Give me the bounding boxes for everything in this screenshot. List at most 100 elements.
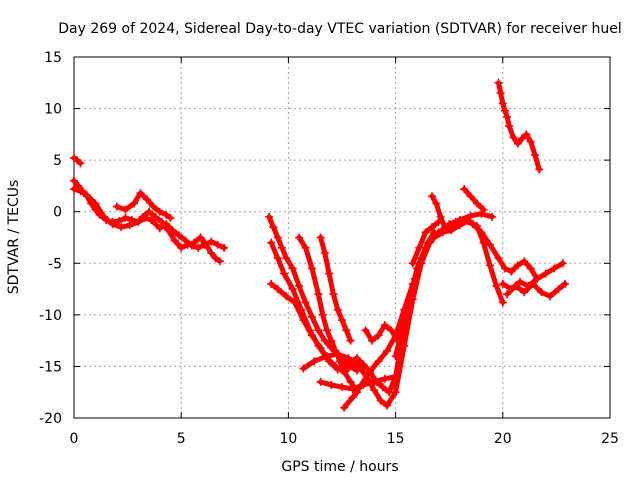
- data-point: [333, 305, 342, 314]
- x-tick-label: 0: [70, 431, 79, 447]
- data-point: [187, 241, 196, 250]
- data-point: [140, 213, 149, 222]
- data-point: [213, 240, 222, 249]
- data-point: [280, 269, 289, 278]
- data-point: [175, 231, 184, 240]
- data-point: [338, 383, 346, 392]
- data-point: [374, 331, 383, 340]
- data-point: [492, 281, 501, 290]
- data-point: [432, 199, 441, 208]
- data-point: [207, 237, 216, 246]
- data-point: [535, 165, 544, 174]
- data-point: [149, 202, 158, 211]
- data-point: [346, 362, 355, 371]
- data-point: [134, 218, 143, 227]
- x-tick-label: 25: [601, 431, 619, 447]
- data-point: [404, 300, 413, 309]
- data-point: [500, 106, 509, 115]
- data-point: [151, 212, 160, 221]
- data-point: [346, 336, 355, 345]
- data-point: [322, 326, 331, 335]
- y-tick-label: 10: [44, 102, 62, 118]
- data-point: [307, 264, 316, 273]
- data-point: [301, 298, 310, 307]
- y-axis-title: SDTVAR / TECUs: [6, 180, 22, 295]
- y-tick-label: -20: [39, 411, 62, 427]
- data-point: [333, 365, 342, 374]
- data-point: [162, 210, 171, 219]
- data-point: [130, 199, 139, 208]
- data-point: [325, 269, 334, 278]
- data-point: [200, 240, 209, 249]
- data-point: [147, 215, 156, 224]
- data-point: [528, 279, 537, 288]
- data-point: [515, 277, 524, 286]
- data-point: [526, 264, 535, 273]
- series-track-h: [295, 233, 362, 397]
- data-point: [338, 316, 346, 325]
- data-point: [374, 357, 383, 366]
- data-point: [307, 331, 316, 340]
- data-point: [522, 130, 531, 139]
- data-point: [273, 233, 282, 242]
- data-point: [316, 343, 325, 352]
- data-point: [288, 285, 297, 294]
- series-track-j: [299, 350, 364, 373]
- data-point: [503, 112, 512, 121]
- data-point: [142, 195, 151, 204]
- data-point: [410, 274, 419, 283]
- data-point: [267, 279, 276, 288]
- data-point: [295, 233, 304, 242]
- data-point: [155, 224, 164, 233]
- x-tick-label: 15: [387, 431, 405, 447]
- data-point: [340, 367, 349, 376]
- data-point: [554, 285, 563, 294]
- data-point: [112, 202, 121, 211]
- data-point: [361, 326, 370, 335]
- data-point: [121, 205, 130, 214]
- data-point: [415, 243, 424, 252]
- y-tick-label: -5: [48, 256, 62, 272]
- data-point: [108, 220, 117, 229]
- data-point: [365, 367, 374, 376]
- series-track-r: [460, 185, 488, 214]
- data-point: [498, 279, 507, 288]
- data-point: [194, 243, 203, 252]
- series-line: [71, 186, 227, 251]
- data-point: [376, 396, 385, 405]
- data-point: [282, 292, 291, 301]
- data-point: [220, 243, 229, 252]
- data-point: [383, 401, 392, 410]
- data-point: [380, 321, 389, 330]
- data-point: [265, 212, 274, 221]
- data-point: [166, 213, 175, 222]
- x-tick-label: 10: [279, 431, 297, 447]
- data-point: [511, 281, 520, 290]
- data-point: [533, 274, 542, 283]
- data-point: [503, 290, 512, 299]
- data-point: [417, 254, 426, 263]
- y-tick-label: -10: [39, 308, 62, 324]
- data-point: [485, 261, 494, 270]
- series-track-t: [503, 279, 569, 301]
- data-point: [530, 150, 539, 159]
- data-point: [479, 205, 488, 214]
- series-line: [461, 186, 486, 213]
- data-point: [348, 393, 357, 402]
- x-tick-label: 20: [494, 431, 512, 447]
- data-point: [329, 290, 338, 299]
- data-point: [314, 326, 323, 335]
- data-point: [473, 199, 482, 208]
- data-point: [310, 357, 319, 366]
- data-point: [70, 185, 78, 194]
- data-point: [498, 298, 507, 307]
- data-point: [513, 261, 522, 270]
- data-point: [100, 212, 109, 221]
- y-tick-label: -15: [39, 359, 62, 375]
- data-point: [496, 89, 505, 98]
- data-point: [445, 220, 454, 229]
- chart-title: Day 269 of 2024, Sidereal Day-to-day VTE…: [58, 21, 621, 37]
- data-point: [145, 207, 154, 216]
- data-point: [357, 380, 366, 389]
- data-point: [327, 380, 336, 389]
